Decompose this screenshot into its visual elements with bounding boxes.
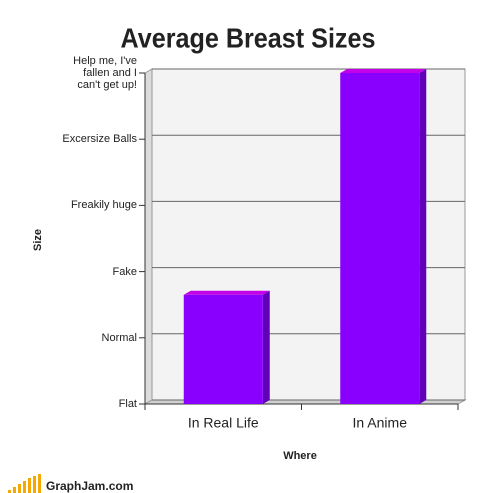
y-tick-label: Freakily huge bbox=[70, 199, 137, 212]
logo bbox=[8, 474, 41, 493]
footer: GraphJam.com bbox=[46, 479, 133, 493]
side-wall bbox=[144, 68, 153, 405]
y-tick-label: Fake bbox=[112, 265, 137, 278]
x-axis-label: Where bbox=[283, 450, 317, 462]
y-tick-label: Flat bbox=[118, 398, 137, 410]
y-tick-label: Normal bbox=[101, 331, 137, 344]
x-tick-label: In Anime bbox=[353, 415, 408, 431]
x-tick-label: In Real Life bbox=[188, 415, 259, 431]
chart-title: Average Breast Sizes bbox=[121, 22, 376, 53]
y-axis-label: Size bbox=[32, 229, 44, 251]
bar-top bbox=[340, 69, 427, 73]
y-tick-label: Help me, I've fallen and I can't get up! bbox=[73, 55, 137, 91]
bar bbox=[340, 73, 420, 404]
y-tick-label: Excersize Balls bbox=[62, 133, 137, 146]
bar-side bbox=[419, 69, 427, 404]
bar-top bbox=[183, 290, 270, 295]
bar bbox=[183, 294, 263, 404]
bar-side bbox=[262, 290, 270, 404]
